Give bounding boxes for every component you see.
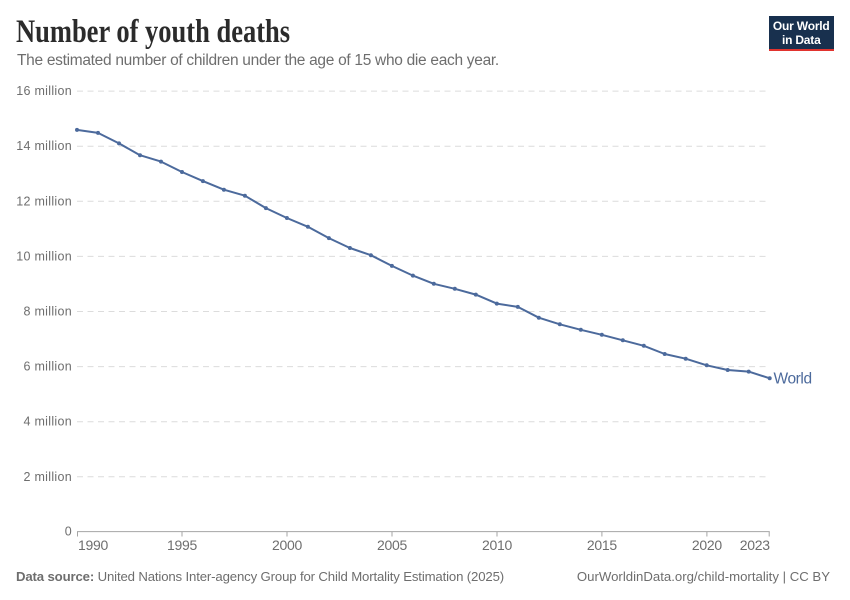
- svg-text:2023: 2023: [740, 537, 770, 553]
- svg-text:10 million: 10 million: [16, 249, 72, 263]
- svg-text:2005: 2005: [377, 537, 407, 553]
- svg-text:2010: 2010: [482, 537, 512, 553]
- svg-text:2 million: 2 million: [23, 470, 72, 484]
- svg-text:12 million: 12 million: [16, 194, 72, 208]
- svg-text:14 million: 14 million: [16, 139, 72, 153]
- svg-text:4 million: 4 million: [23, 415, 72, 429]
- svg-text:2015: 2015: [587, 537, 617, 553]
- svg-text:2020: 2020: [692, 537, 722, 553]
- svg-text:1990: 1990: [78, 537, 108, 553]
- svg-text:World: World: [774, 371, 812, 388]
- svg-text:1995: 1995: [167, 537, 197, 553]
- svg-text:8 million: 8 million: [23, 305, 72, 319]
- svg-text:16 million: 16 million: [16, 84, 72, 98]
- svg-text:6 million: 6 million: [23, 360, 72, 374]
- svg-text:0: 0: [65, 525, 72, 539]
- svg-text:2000: 2000: [272, 537, 302, 553]
